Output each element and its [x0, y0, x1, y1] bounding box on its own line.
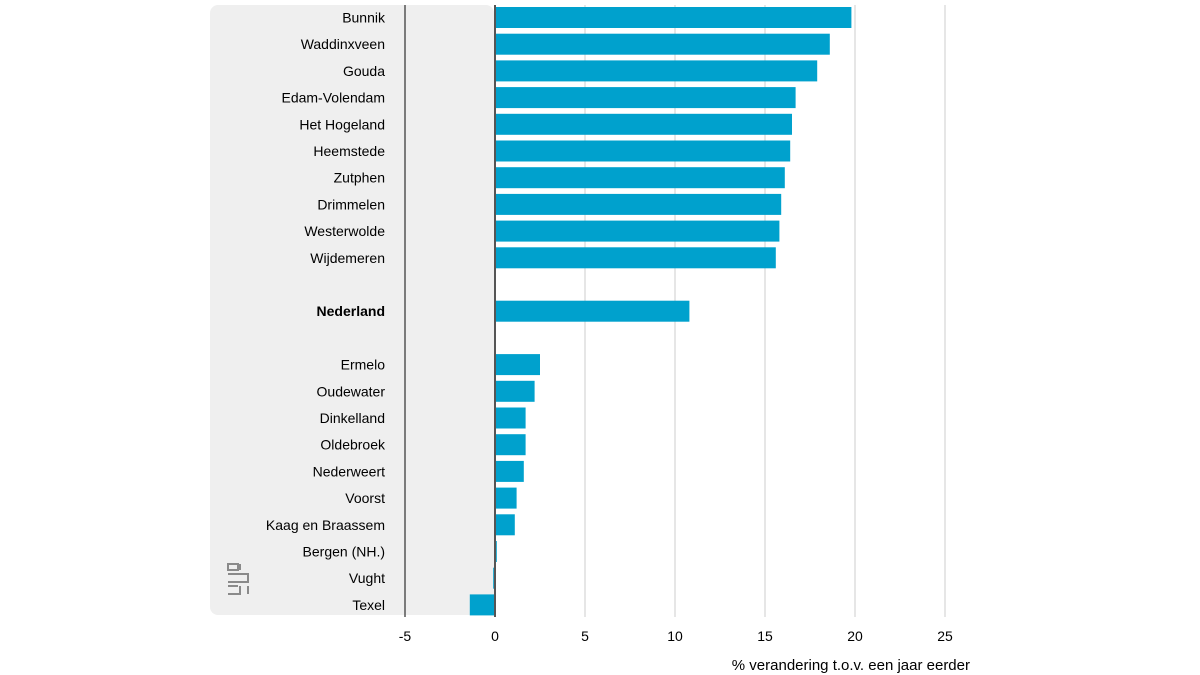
bar — [495, 247, 776, 269]
bar — [495, 60, 818, 82]
x-axis-ticks: -5 0 5 10 15 20 25 — [399, 628, 953, 644]
category-label: Wijdemeren — [310, 250, 385, 266]
x-tick-label: 0 — [491, 628, 499, 644]
bar — [495, 487, 517, 509]
x-tick-label: 10 — [667, 628, 683, 644]
category-label: Vught — [349, 570, 385, 586]
category-label: Ermelo — [341, 357, 386, 373]
bar — [495, 354, 540, 376]
category-label: Waddinxveen — [301, 36, 385, 52]
bar — [495, 300, 690, 322]
category-label: Nederland — [317, 303, 385, 319]
bar — [495, 7, 852, 28]
category-label: Edam-Volendam — [281, 90, 385, 106]
category-label: Bunnik — [342, 10, 386, 26]
x-tick-label: 25 — [937, 628, 953, 644]
x-tick-label: 5 — [581, 628, 589, 644]
category-label: Voorst — [345, 490, 385, 506]
bar — [495, 514, 515, 536]
bars — [469, 7, 852, 616]
category-label: Westerwolde — [304, 223, 385, 239]
x-tick-label: 20 — [847, 628, 863, 644]
category-label: Oudewater — [317, 383, 386, 399]
category-label: Nederweert — [313, 463, 385, 479]
category-label: Drimmelen — [317, 196, 385, 212]
category-label: Zutphen — [334, 170, 385, 186]
bar — [495, 33, 830, 55]
category-label: Texel — [352, 597, 385, 613]
bar — [469, 594, 495, 616]
bar — [495, 220, 780, 242]
bar — [495, 434, 526, 456]
label-panel — [210, 5, 494, 615]
category-label: Heemstede — [313, 143, 385, 159]
category-label: Bergen (NH.) — [303, 544, 385, 560]
x-axis-title: % verandering t.o.v. een jaar eerder — [732, 657, 970, 674]
bar — [495, 87, 796, 109]
bar — [495, 407, 526, 429]
bar — [495, 113, 792, 135]
bar — [495, 380, 535, 402]
x-tick-label: -5 — [399, 628, 412, 644]
category-label: Dinkelland — [320, 410, 385, 426]
category-label: Het Hogeland — [299, 116, 385, 132]
category-label: Oldebroek — [320, 437, 386, 453]
category-label: Gouda — [343, 63, 385, 79]
bar — [495, 140, 791, 162]
bar — [495, 193, 782, 215]
category-labels: Bunnik Waddinxveen Gouda Edam-Volendam Het H… — [266, 10, 386, 613]
cbs-logo-icon — [227, 563, 249, 595]
bar — [495, 167, 785, 189]
category-label: Kaag en Braassem — [266, 517, 385, 533]
x-tick-label: 15 — [757, 628, 773, 644]
bar — [495, 460, 524, 482]
